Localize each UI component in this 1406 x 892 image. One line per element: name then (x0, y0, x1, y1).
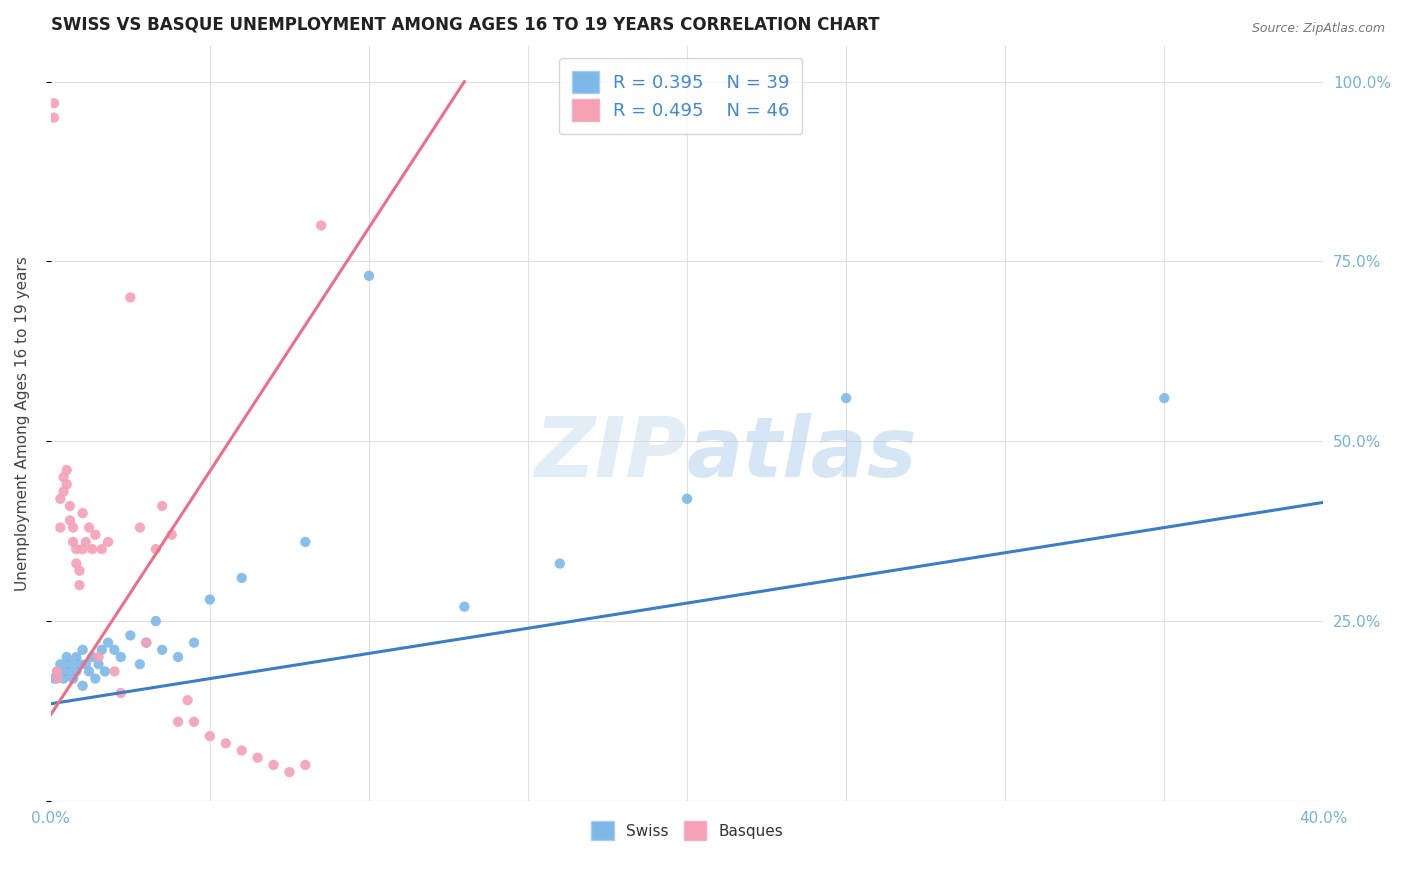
Point (176, 693, 198, 707)
Point (198, 592, 221, 607)
Point (97, 535, 120, 549)
Point (75, 657, 97, 672)
Point (215, 736, 238, 750)
Point (42, 672, 65, 686)
Point (72, 542, 94, 557)
Point (46, 672, 69, 686)
Point (183, 714, 205, 729)
Point (278, 765, 301, 780)
Point (55, 463, 77, 477)
Point (62, 535, 84, 549)
Point (59, 513, 82, 527)
Point (160, 528, 183, 542)
Point (167, 650, 190, 665)
Point (453, 599, 475, 614)
Point (246, 750, 269, 764)
Point (69, 564, 91, 578)
Point (1153, 391, 1175, 405)
Point (65, 650, 87, 665)
Point (150, 499, 173, 513)
Point (42, 96, 65, 111)
Point (150, 643, 173, 657)
Point (82, 650, 104, 665)
Point (69, 578, 91, 592)
Point (52, 672, 75, 686)
Point (42, 111, 65, 125)
Point (231, 571, 253, 585)
Point (110, 650, 132, 665)
Text: SWISS VS BASQUE UNEMPLOYMENT AMONG AGES 16 TO 19 YEARS CORRELATION CHART: SWISS VS BASQUE UNEMPLOYMENT AMONG AGES … (51, 15, 879, 33)
Point (676, 491, 699, 506)
Point (62, 672, 84, 686)
Point (72, 506, 94, 520)
Text: Source: ZipAtlas.com: Source: ZipAtlas.com (1251, 22, 1385, 36)
Point (135, 635, 157, 649)
Point (103, 643, 125, 657)
Point (72, 643, 94, 657)
Point (145, 614, 167, 628)
Point (72, 679, 94, 693)
Point (110, 686, 132, 700)
Text: ZIP: ZIP (534, 413, 688, 494)
Point (90, 643, 112, 657)
Point (294, 535, 316, 549)
Point (52, 484, 75, 499)
Point (46, 665, 69, 679)
Point (357, 268, 380, 283)
Point (84, 528, 107, 542)
Point (87, 650, 110, 665)
Point (103, 665, 125, 679)
Point (835, 391, 858, 405)
Point (94, 665, 117, 679)
Point (120, 290, 142, 304)
Point (62, 520, 84, 534)
Y-axis label: Unemployment Among Ages 16 to 19 years: Unemployment Among Ages 16 to 19 years (15, 256, 30, 591)
Point (548, 557, 571, 571)
Point (97, 635, 120, 649)
Point (55, 650, 77, 665)
Point (183, 635, 205, 649)
Point (231, 743, 253, 757)
Point (49, 491, 72, 506)
Legend: Swiss, Basques: Swiss, Basques (585, 815, 790, 847)
Point (129, 520, 152, 534)
Point (65, 557, 87, 571)
Point (49, 657, 72, 672)
Point (55, 665, 77, 679)
Point (75, 535, 97, 549)
Point (65, 665, 87, 679)
Point (129, 657, 152, 672)
Point (294, 758, 316, 772)
Point (55, 477, 77, 491)
Point (90, 542, 112, 557)
Point (263, 758, 285, 772)
Point (69, 657, 91, 672)
Point (82, 542, 104, 557)
Point (59, 499, 82, 513)
Point (145, 542, 167, 557)
Point (84, 672, 107, 686)
Point (135, 635, 157, 649)
Point (77, 520, 100, 534)
Point (120, 628, 142, 642)
Point (46, 665, 69, 679)
Point (87, 657, 110, 672)
Point (52, 470, 75, 484)
Point (198, 729, 221, 743)
Point (77, 665, 100, 679)
Point (309, 219, 332, 233)
Point (59, 657, 82, 672)
Point (49, 520, 72, 534)
Point (167, 714, 190, 729)
Point (65, 542, 87, 557)
Text: atlas: atlas (688, 413, 918, 494)
